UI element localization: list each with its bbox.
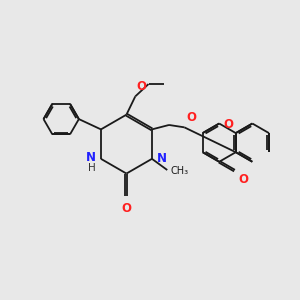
Text: N: N: [157, 152, 167, 165]
Text: O: O: [137, 80, 147, 94]
Text: O: O: [238, 173, 248, 186]
Text: N: N: [85, 151, 96, 164]
Text: O: O: [122, 202, 131, 215]
Text: H: H: [88, 163, 96, 173]
Text: O: O: [224, 118, 233, 131]
Text: O: O: [186, 111, 197, 124]
Text: CH₃: CH₃: [170, 167, 188, 176]
